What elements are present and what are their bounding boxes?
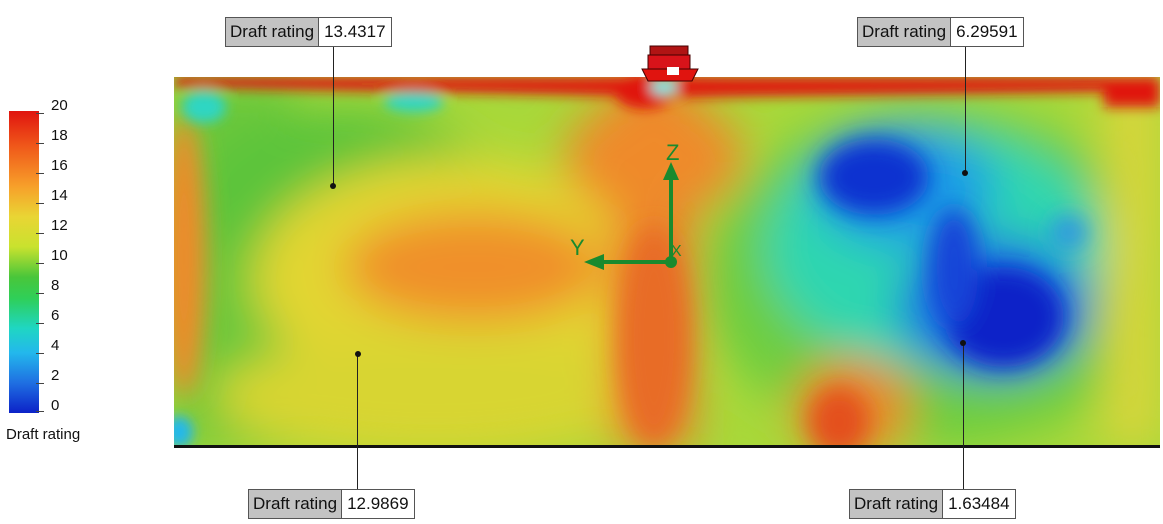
callout-value: 12.9869	[347, 494, 409, 513]
x-axis-origin	[665, 256, 677, 268]
callout-label: Draft rating	[249, 490, 343, 518]
legend-color-bar	[9, 111, 39, 413]
callout-bottom-left: Draft rating 12.9869	[248, 489, 415, 519]
legend-tick	[36, 203, 44, 204]
callout-top-right: Draft rating 6.29591	[857, 17, 1024, 47]
draft-rating-field	[174, 77, 1160, 448]
field-contour	[174, 77, 1160, 445]
z-axis-arrowhead	[663, 162, 679, 180]
legend-tick-label: 0	[51, 397, 60, 414]
callout-value: 1.63484	[948, 494, 1010, 513]
legend-tick	[36, 143, 44, 144]
legend-tick	[36, 383, 44, 384]
legend-tick	[36, 293, 44, 294]
probe-point	[330, 183, 336, 189]
legend-tick-label: 4	[51, 337, 60, 354]
y-axis-arrowhead	[584, 254, 604, 270]
legend-tick-label: 8	[51, 277, 60, 294]
probe-point	[355, 351, 361, 357]
legend-tick	[36, 113, 44, 114]
y-axis-label: Y	[570, 235, 585, 260]
legend-tick-label: 16	[51, 157, 68, 174]
callout-value: 6.29591	[956, 22, 1018, 41]
callout-label: Draft rating	[226, 18, 320, 46]
legend-tick	[36, 353, 44, 354]
callout-leader	[963, 343, 964, 490]
z-axis-label: Z	[666, 140, 679, 165]
legend-tick	[36, 263, 44, 264]
callout-top-left: Draft rating 13.4317	[225, 17, 392, 47]
callout-label: Draft rating	[850, 490, 944, 518]
callout-value: 13.4317	[324, 22, 386, 41]
probe-point	[960, 340, 966, 346]
callout-leader	[357, 355, 358, 490]
legend-tick-label: 14	[51, 187, 68, 204]
coordinate-triad: Z Y X	[570, 140, 682, 270]
probe-point	[962, 170, 968, 176]
legend-tick-label: 18	[51, 127, 68, 144]
legend-tick	[36, 323, 44, 324]
legend-tick-label: 2	[51, 367, 60, 384]
callout-bottom-right: Draft rating 1.63484	[849, 489, 1016, 519]
legend-tick-label: 20	[51, 97, 68, 114]
injection-gate	[641, 45, 699, 82]
legend-tick-label: 12	[51, 217, 68, 234]
x-axis-label: X	[671, 243, 682, 260]
legend-tick	[36, 173, 44, 174]
legend-title: Draft rating	[6, 426, 81, 443]
legend-tick	[36, 233, 44, 234]
callout-label: Draft rating	[858, 18, 952, 46]
color-legend: 20 18 16 14 12 10 8 6 4 2 0 Draft rating	[0, 0, 140, 460]
legend-tick-label: 10	[51, 247, 68, 264]
callout-leader	[333, 47, 334, 185]
legend-tick-label: 6	[51, 307, 60, 324]
callout-leader	[965, 47, 966, 173]
legend-tick	[36, 411, 44, 412]
